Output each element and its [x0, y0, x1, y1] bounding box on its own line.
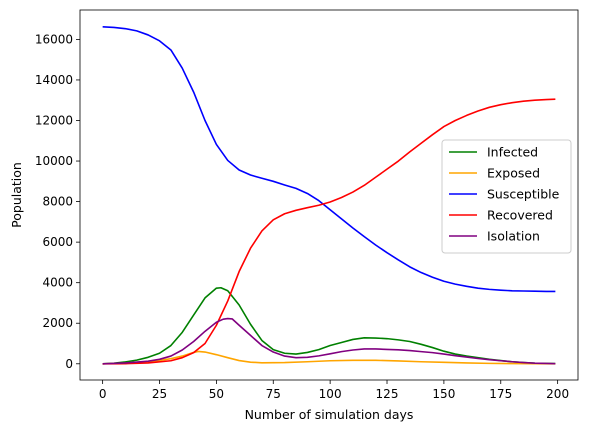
x-axis-label: Number of simulation days [245, 407, 414, 422]
series-line-susceptible [102, 26, 556, 293]
x-tick-label: 100 [319, 387, 342, 401]
legend-box [441, 139, 572, 254]
series-layer [102, 26, 556, 365]
x-tick-label: 200 [546, 387, 569, 401]
y-axis-label: Population [9, 162, 24, 228]
x-tick-label: 125 [376, 387, 399, 401]
legend-label-exposed: Exposed [487, 166, 540, 181]
x-tick-label: 75 [266, 387, 281, 401]
y-axis: 0 2000 4000 6000 8000 10000 12000 14000 16000 [35, 32, 80, 371]
y-tick-label: 10000 [35, 154, 73, 168]
y-tick-label: 12000 [35, 113, 73, 127]
legend-label-recovered: Recovered [487, 208, 553, 223]
series-line-exposed [102, 350, 556, 365]
series-line-infected [102, 286, 556, 365]
series-line-isolation [102, 317, 556, 365]
legend-label-infected: Infected [487, 145, 538, 160]
legend-label-isolation: Isolation [487, 229, 540, 244]
x-tick-label: 25 [152, 387, 167, 401]
x-tick-label: 175 [489, 387, 512, 401]
legend-label-susceptible: Susceptible [487, 187, 560, 202]
plot-frame [79, 9, 579, 381]
y-tick-label: 8000 [42, 195, 73, 209]
y-tick-label: 0 [65, 357, 73, 371]
y-tick-label: 16000 [35, 32, 73, 46]
x-tick-label: 50 [209, 387, 224, 401]
x-tick-label: 0 [99, 387, 107, 401]
y-tick-label: 2000 [42, 316, 73, 330]
x-tick-label: 150 [432, 387, 455, 401]
y-tick-label: 6000 [42, 235, 73, 249]
legend: Infected Exposed Susceptible Recovered Isola… [441, 139, 572, 254]
x-axis: 0 25 50 75 100 125 150 175 200 [99, 380, 569, 401]
y-tick-label: 4000 [42, 276, 73, 290]
y-tick-label: 14000 [35, 73, 73, 87]
series-line-recovered [102, 98, 556, 365]
